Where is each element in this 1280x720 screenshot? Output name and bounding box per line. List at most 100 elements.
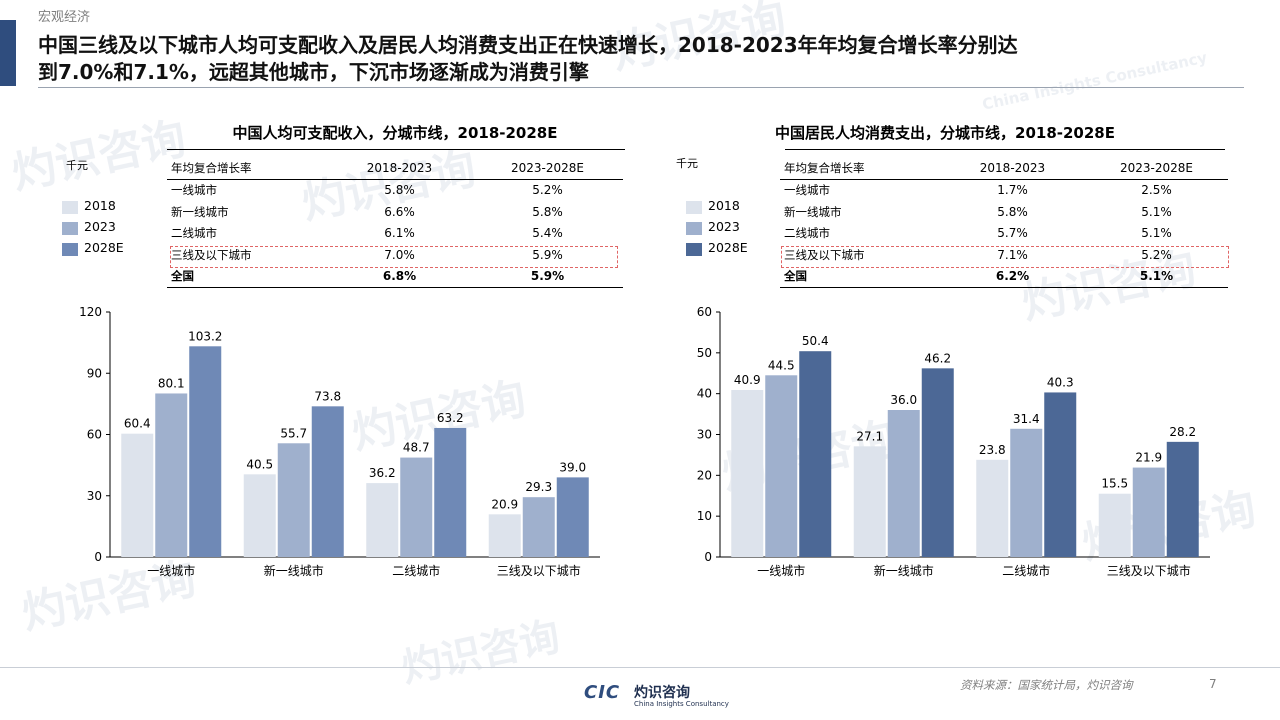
data-label: 23.8	[979, 443, 1006, 457]
y-tick-label: 50	[697, 346, 712, 360]
bar-2018	[1098, 493, 1131, 557]
legend-label: 2018	[84, 198, 116, 213]
consumption-bar-chart: 0 10 20 30 40 50 60 40.9 44.5 50.4 一线城市 27.1 36.0 46.…	[697, 305, 1210, 578]
page-number: 7	[1209, 677, 1217, 691]
bar-2023	[277, 443, 310, 557]
bar-2028E	[921, 368, 954, 557]
cagr-row-label: 二线城市	[171, 226, 217, 241]
data-label: 55.7	[280, 426, 307, 440]
bar-2018	[853, 446, 886, 557]
data-label: 80.1	[158, 376, 185, 390]
data-label: 46.2	[924, 351, 951, 365]
cagr-cell: 5.2%	[532, 183, 563, 198]
bar-2023	[765, 375, 798, 557]
data-label: 36.2	[369, 466, 396, 480]
data-label: 31.4	[1013, 412, 1040, 426]
data-label: 40.5	[246, 457, 273, 471]
header-divider	[38, 87, 1244, 88]
y-tick-label: 40	[697, 387, 712, 401]
data-label: 40.3	[1047, 375, 1074, 389]
cagr-cell: 5.4%	[532, 226, 563, 241]
bar-2023	[155, 393, 188, 557]
x-category-label: 一线城市	[147, 563, 195, 578]
legend-label: 2018	[708, 198, 740, 213]
bar-2018	[731, 389, 764, 557]
bar-2023	[1010, 428, 1043, 557]
data-label: 29.3	[525, 480, 552, 494]
cagr-cell: 6.8%	[327, 265, 472, 288]
bar-2018	[243, 474, 276, 557]
consumption-panel: 中国居民人均消费支出，分城市线，2018-2028E	[660, 118, 1225, 588]
cagr-cell: 5.1%	[1085, 265, 1228, 288]
x-category-label: 三线及以下城市	[497, 563, 581, 578]
cagr-row-label: 新一线城市	[784, 204, 842, 219]
bar-2018	[366, 483, 399, 557]
cagr-cell: 2.5%	[1141, 183, 1172, 198]
x-category-label: 新一线城市	[264, 563, 324, 578]
data-label: 20.9	[491, 497, 518, 511]
logo-name-cn: 灼识咨询	[634, 685, 690, 701]
y-tick-label: 30	[87, 489, 102, 503]
logo-cic-mark: CIC	[584, 682, 621, 703]
legend-label: 2028E	[708, 240, 748, 255]
x-category-label: 二线城市	[392, 563, 440, 578]
bar-2028E	[311, 406, 344, 557]
data-label: 15.5	[1101, 477, 1128, 491]
cagr-cell: 5.1%	[1141, 226, 1172, 241]
y-tick-label: 60	[87, 428, 102, 442]
table-row: 一线城市 1.7% 2.5%	[780, 179, 1228, 201]
cagr-row-label: 二线城市	[784, 226, 830, 241]
y-tick-label: 120	[79, 305, 102, 319]
bar-2018	[488, 514, 521, 557]
bar-2018	[976, 459, 1009, 557]
y-tick-label: 20	[697, 468, 712, 482]
table-row: 一线城市 5.8% 5.2%	[167, 179, 623, 201]
bar-2018	[121, 433, 154, 557]
bar-2028E	[799, 351, 832, 557]
cagr-header-period: 2018-2023	[940, 157, 1085, 180]
x-category-label: 二线城市	[1002, 563, 1050, 578]
bar-2023	[522, 497, 555, 557]
y-tick-label: 10	[697, 509, 712, 523]
income-title-rule	[167, 149, 625, 150]
data-label: 44.5	[768, 358, 795, 372]
legend-swatch-2018	[686, 201, 702, 214]
cagr-cell: 6.1%	[384, 226, 415, 241]
legend-swatch-2023	[62, 222, 78, 235]
consumption-chart-title: 中国居民人均消费支出，分城市线，2018-2028E	[775, 124, 1115, 142]
cagr-cell: 7.0%	[384, 247, 415, 262]
page-title-line-2: 到7.0%和7.1%，远超其他城市，下沉市场逐渐成为消费引擎	[38, 60, 589, 84]
page-title-line-1: 中国三线及以下城市人均可支配收入及居民人均消费支出正在快速增长，2018-202…	[38, 33, 1018, 57]
table-row: 新一线城市 5.8% 5.1%	[780, 201, 1228, 223]
bar-2023	[887, 410, 920, 557]
consumption-cagr-table: 年均复合增长率 2018-2023 2023-2028E 一线城市 1.7% 2…	[780, 157, 1228, 288]
bar-2028E	[1166, 441, 1199, 557]
legend-label: 2023	[708, 219, 740, 234]
cagr-cell: 5.8%	[384, 183, 415, 198]
data-label: 73.8	[314, 389, 341, 403]
legend-swatch-2018	[62, 201, 78, 214]
header-accent-bar	[0, 20, 16, 86]
cagr-row-label: 新一线城市	[171, 204, 229, 219]
cagr-cell: 5.9%	[472, 265, 623, 288]
cagr-header-period: 2023-2028E	[1085, 157, 1228, 180]
y-tick-label: 60	[697, 305, 712, 319]
cagr-row-label: 三线及以下城市	[784, 247, 865, 262]
bar-2028E	[1044, 392, 1077, 557]
cagr-cell: 6.6%	[384, 204, 415, 219]
cagr-row-label: 全国	[780, 265, 940, 288]
income-bar-chart: 0 30 60 90 120 60.4 80.1 103.2 一线城市 40.5 55.7 73.8 新…	[79, 305, 600, 578]
cagr-header-label: 年均复合增长率	[780, 157, 940, 180]
cagr-header-period: 2018-2023	[327, 157, 472, 180]
y-tick-label: 90	[87, 366, 102, 380]
cagr-row-label: 三线及以下城市	[171, 247, 252, 262]
data-label: 60.4	[124, 417, 151, 431]
income-cagr-table: 年均复合增长率 2018-2023 2023-2028E 一线城市 5.8% 5…	[167, 157, 623, 288]
table-row: 二线城市 6.1% 5.4%	[167, 223, 623, 245]
consumption-title-rule	[785, 149, 1225, 150]
data-label: 40.9	[734, 373, 761, 387]
cagr-header-period: 2023-2028E	[472, 157, 623, 180]
highlight-box	[170, 246, 618, 268]
bar-2028E	[434, 427, 467, 557]
highlight-box	[781, 246, 1229, 268]
